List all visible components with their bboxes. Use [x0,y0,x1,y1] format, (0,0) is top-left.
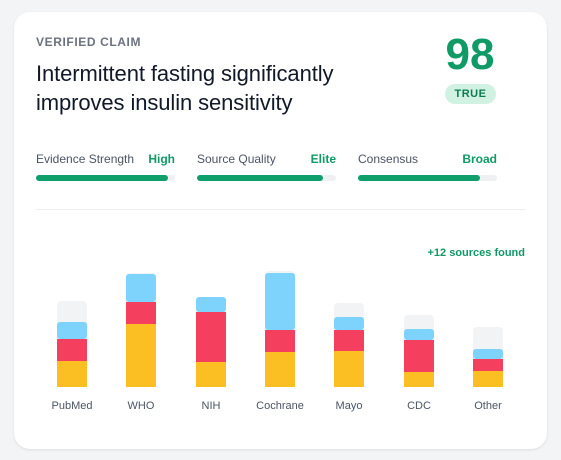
metric-track [197,175,336,181]
metric-fill [358,175,481,181]
x-tick-label: WHO [128,400,155,412]
x-tick-label: Cochrane [256,400,304,412]
bar-segment-other-0[interactable] [473,371,503,387]
sources-found-link[interactable]: +12 sources found [427,247,525,259]
bar-segment-nih-1[interactable] [196,312,226,362]
metric-label: Source Quality [197,152,276,166]
bar-segment-cochrane-0[interactable] [265,352,295,387]
metric-label: Consensus [358,152,419,166]
metric-value: High [148,152,175,166]
x-tick-label: Other [474,400,502,412]
metric-label: Evidence Strength [36,152,135,166]
x-tick-label: CDC [407,400,431,412]
metric-value: Elite [310,152,336,166]
bar-segment-pubmed-0[interactable] [57,361,87,387]
bar-segment-other-1[interactable] [473,359,503,371]
x-tick-label: PubMed [52,400,93,412]
bar-segment-nih-0[interactable] [196,362,226,387]
verdict-badge: TRUE [445,84,496,104]
metric-evidence-strength: Evidence Strength High [36,152,175,196]
bar-segment-who-0[interactable] [126,324,156,387]
metric-consensus: Consensus Broad [358,152,497,196]
bar-segment-cochrane-1[interactable] [265,330,295,352]
bar-segment-cdc-0[interactable] [404,372,434,387]
claim-eyebrow: VERIFIED CLAIM [36,35,142,49]
bar-segment-pubmed-2[interactable] [57,322,87,339]
bar-segment-mayo-0[interactable] [334,351,364,387]
bar-segment-nih-2[interactable] [196,297,226,312]
bar-segment-cdc-2[interactable] [404,329,434,340]
metric-value: Broad [462,152,497,166]
bar-segment-mayo-1[interactable] [334,330,364,351]
x-tick-label: NIH [202,400,221,412]
x-tick-label: Mayo [336,400,363,412]
bar-segment-pubmed-1[interactable] [57,339,87,361]
bar-segment-who-2[interactable] [126,274,156,302]
bar-segment-cochrane-2[interactable] [265,273,295,330]
bar-segment-cdc-1[interactable] [404,340,434,372]
bar-segment-who-1[interactable] [126,302,156,324]
bar-segment-mayo-2[interactable] [334,317,364,330]
metric-track [36,175,175,181]
bar-segment-other-2[interactable] [473,349,503,359]
section-divider [36,209,525,210]
metric-fill [36,175,169,181]
metric-source-quality: Source Quality Elite [197,152,336,196]
claim-headline: Intermittent fasting significantly impro… [36,61,334,115]
confidence-score: 98 [445,30,495,79]
metric-fill [197,175,324,181]
metric-track [358,175,497,181]
